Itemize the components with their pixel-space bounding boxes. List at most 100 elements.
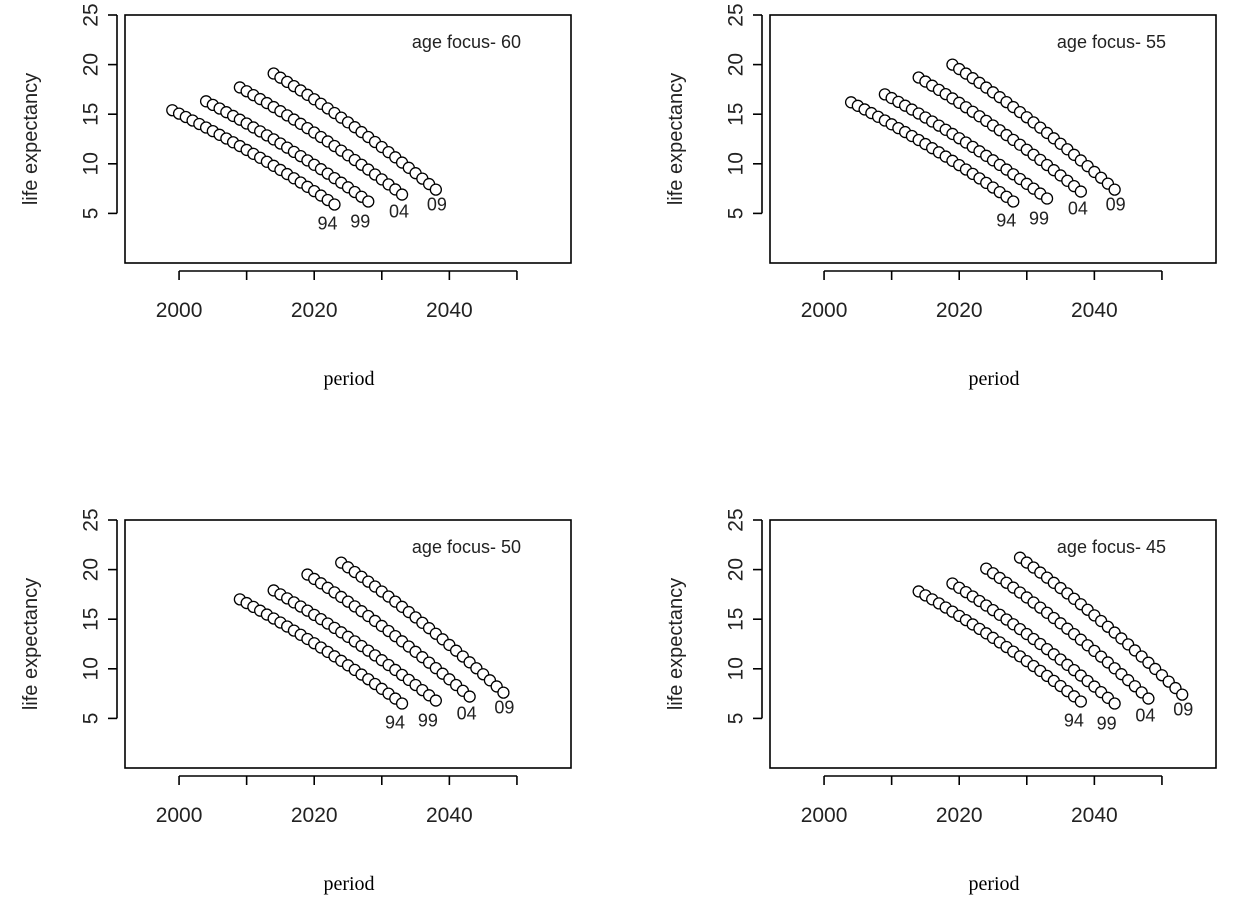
y-tick-label: 5: [725, 208, 748, 220]
data-point: [1176, 688, 1189, 701]
series-04: 04: [301, 568, 477, 724]
series-09: 09: [267, 67, 447, 215]
plot-box: [124, 14, 572, 264]
series-label: 94: [1064, 711, 1084, 731]
x-tick-label: 2020: [936, 299, 983, 322]
chart-panel-1: 2000 2020 2040 5 10 15 20 25 life expectancy peri…: [20, 3, 572, 390]
series-label: 09: [427, 195, 447, 215]
series-label: 99: [418, 711, 438, 731]
y-tick-label: 10: [725, 657, 748, 680]
data-point: [1074, 695, 1087, 708]
x-tick-label: 2040: [426, 804, 473, 827]
y-tick-label: 20: [725, 53, 748, 76]
data-point: [429, 183, 442, 196]
series-label: 04: [1068, 199, 1088, 219]
data-point: [463, 690, 476, 703]
series-09: 09: [1013, 551, 1193, 720]
series-label: 04: [457, 704, 477, 724]
data-point: [1108, 183, 1121, 196]
data-point: [429, 694, 442, 707]
series-label: 94: [317, 213, 337, 233]
y-tick-label: 15: [725, 103, 748, 126]
x-axis-title: period: [323, 368, 374, 390]
data-point: [1074, 185, 1087, 198]
x-tick-label: 2040: [426, 299, 473, 322]
y-tick-label: 15: [80, 608, 103, 631]
y-tick-label: 15: [725, 608, 748, 631]
x-tick-label: 2000: [156, 804, 203, 827]
x-tick-label: 2040: [1071, 299, 1118, 322]
series-04: 04: [233, 81, 409, 222]
series-label: 04: [389, 202, 409, 222]
y-tick-label: 10: [80, 152, 103, 175]
chart-panel-2: 2000 2020 2040 5 10 15 20 25 life expectancy peri…: [665, 3, 1217, 390]
y-axis-title: life expectancy: [665, 578, 687, 710]
plot-box: [769, 14, 1217, 264]
y-tick-label: 5: [80, 208, 103, 220]
series-label: 09: [1173, 700, 1193, 720]
series-99: 99: [267, 584, 442, 731]
series-09: 09: [335, 556, 514, 718]
series-94: 94: [166, 104, 341, 233]
data-point: [1108, 697, 1121, 710]
x-axis-title: period: [968, 368, 1019, 390]
series-94: 94: [912, 585, 1087, 731]
x-tick-label: 2020: [291, 804, 338, 827]
series-99: 99: [199, 95, 375, 231]
panel-title: age focus- 55: [1057, 32, 1166, 52]
data-point: [497, 686, 510, 699]
y-tick-label: 10: [80, 657, 103, 680]
y-axis-title: life expectancy: [20, 578, 42, 710]
x-axis-title: period: [968, 873, 1019, 895]
series-99: 99: [878, 88, 1054, 229]
plot-box: [124, 519, 572, 769]
x-tick-label: 2000: [801, 804, 848, 827]
y-axis-title: life expectancy: [20, 73, 42, 205]
y-tick-label: 25: [725, 3, 748, 26]
y-tick-label: 20: [80, 558, 103, 581]
x-tick-label: 2020: [291, 299, 338, 322]
panel-title: age focus- 45: [1057, 537, 1166, 557]
panel-title: age focus- 50: [412, 537, 521, 557]
x-tick-label: 2000: [156, 299, 203, 322]
x-tick-label: 2040: [1071, 804, 1118, 827]
x-tick-label: 2000: [801, 299, 848, 322]
data-point: [1007, 195, 1020, 208]
series-04: 04: [980, 562, 1155, 726]
series-label: 94: [996, 210, 1016, 230]
x-tick-label: 2020: [936, 804, 983, 827]
data-point: [328, 198, 341, 211]
x-axis-title: period: [323, 873, 374, 895]
series-label: 09: [494, 698, 514, 718]
data-point: [1142, 692, 1155, 705]
y-tick-label: 10: [725, 152, 748, 175]
series-label: 04: [1135, 706, 1155, 726]
chart-panel-3: 2000 2020 2040 5 10 15 20 25 life expectancy peri…: [20, 508, 572, 895]
y-tick-label: 15: [80, 103, 103, 126]
y-tick-label: 25: [80, 3, 103, 26]
data-point: [395, 697, 409, 710]
data-point: [395, 188, 409, 201]
series-label: 99: [1029, 209, 1049, 229]
panel-title: age focus- 60: [412, 32, 521, 52]
data-point: [362, 195, 375, 208]
y-tick-label: 25: [80, 508, 103, 531]
y-tick-label: 5: [80, 713, 103, 725]
series-label: 09: [1106, 195, 1126, 215]
chart-panel-4: 2000 2020 2040 5 10 15 20 25 life expectancy peri…: [665, 508, 1217, 895]
series-94: 94: [233, 593, 409, 733]
series-94: 94: [844, 96, 1020, 230]
series-99: 99: [946, 577, 1121, 734]
plot-box: [769, 519, 1217, 769]
y-tick-label: 20: [725, 558, 748, 581]
series-09: 09: [946, 58, 1126, 215]
series-label: 99: [350, 211, 370, 231]
series-label: 94: [385, 713, 405, 733]
data-point: [1040, 192, 1054, 205]
series-label: 99: [1097, 714, 1117, 734]
y-tick-label: 5: [725, 713, 748, 725]
y-tick-label: 25: [725, 508, 748, 531]
series-04: 04: [912, 71, 1088, 219]
y-tick-label: 20: [80, 53, 103, 76]
